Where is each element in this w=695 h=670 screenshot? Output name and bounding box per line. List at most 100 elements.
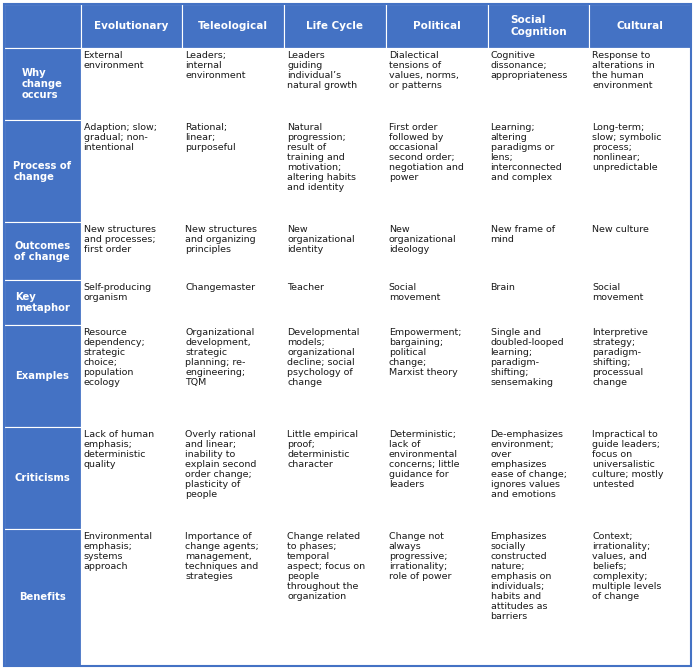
Bar (81, 281, 182, 324)
Bar (487, 48, 589, 120)
Text: Deterministic;
lack of
environmental
concerns; little
guidance for
leaders: Deterministic; lack of environmental con… (389, 429, 459, 489)
Bar (182, 281, 284, 324)
Bar (4, 120, 81, 222)
Text: Examples: Examples (15, 371, 70, 381)
Text: New frame of
mind: New frame of mind (491, 225, 555, 245)
Text: Teleological: Teleological (198, 21, 268, 31)
Text: First order
followed by
occasional
second order;
negotiation and
power: First order followed by occasional secon… (389, 123, 464, 182)
Bar (284, 222, 386, 281)
Bar (284, 48, 386, 120)
Text: Impractical to
guide leaders;
focus on
universalistic
culture; mostly
untested: Impractical to guide leaders; focus on u… (592, 429, 664, 489)
Bar (589, 120, 691, 222)
Text: Leaders;
internal
environment: Leaders; internal environment (186, 51, 246, 80)
Text: Social
Cognition: Social Cognition (510, 15, 566, 37)
Bar (81, 120, 182, 222)
Text: Resource
dependency;
strategic
choice;
population
ecology: Resource dependency; strategic choice; p… (83, 328, 145, 387)
Text: Change not
always
progressive;
irrationality;
role of power: Change not always progressive; irrationa… (389, 532, 451, 581)
Bar (589, 529, 691, 666)
Text: Benefits: Benefits (19, 592, 65, 602)
Bar (589, 48, 691, 120)
Bar (4, 529, 81, 666)
Text: New structures
and organizing
principles: New structures and organizing principles (186, 225, 257, 255)
Bar (182, 48, 284, 120)
Bar (182, 222, 284, 281)
Bar (182, 4, 284, 48)
Text: Key
metaphor: Key metaphor (15, 292, 70, 313)
Bar (284, 281, 386, 324)
Bar (386, 48, 487, 120)
Text: Adaption; slow;
gradual; non-
intentional: Adaption; slow; gradual; non- intentiona… (83, 123, 156, 152)
Bar (386, 281, 487, 324)
Bar (487, 222, 589, 281)
Bar (81, 48, 182, 120)
Text: Life Cycle: Life Cycle (306, 21, 363, 31)
Text: Natural
progression;
result of
training and
motivation;
altering habits
and iden: Natural progression; result of training … (287, 123, 356, 192)
Text: Interpretive
strategy;
paradigm-
shifting;
processual
change: Interpretive strategy; paradigm- shiftin… (592, 328, 648, 387)
Bar (4, 281, 81, 324)
Bar (386, 427, 487, 529)
Text: Emphasizes
socially
constructed
nature;
emphasis on
individuals;
habits and
atti: Emphasizes socially constructed nature; … (491, 532, 551, 621)
Bar (81, 529, 182, 666)
Text: Criticisms: Criticisms (15, 473, 70, 483)
Bar (284, 4, 386, 48)
Bar (4, 324, 81, 427)
Bar (487, 324, 589, 427)
Text: Leaders
guiding
individual’s
natural growth: Leaders guiding individual’s natural gro… (287, 51, 357, 90)
Bar (487, 529, 589, 666)
Bar (386, 120, 487, 222)
Text: Process of
change: Process of change (13, 161, 72, 182)
Text: Importance of
change agents;
management,
techniques and
strategies: Importance of change agents; management,… (186, 532, 259, 581)
Text: De-emphasizes
environment;
over
emphasizes
ease of change;
ignores values
and em: De-emphasizes environment; over emphasiz… (491, 429, 566, 499)
Text: Teacher: Teacher (287, 283, 324, 292)
Text: Rational;
linear;
purposeful: Rational; linear; purposeful (186, 123, 236, 152)
Text: Social
movement: Social movement (389, 283, 440, 302)
Bar (487, 120, 589, 222)
Text: Response to
alterations in
the human
environment: Response to alterations in the human env… (592, 51, 655, 90)
Bar (4, 4, 81, 48)
Text: Developmental
models;
organizational
decline; social
psychology of
change: Developmental models; organizational dec… (287, 328, 359, 387)
Text: Overly rational
and linear;
inability to
explain second
order change;
plasticity: Overly rational and linear; inability to… (186, 429, 256, 499)
Text: Why
change
occurs: Why change occurs (22, 68, 63, 100)
Bar (589, 427, 691, 529)
Bar (487, 4, 589, 48)
Text: New
organizational
identity: New organizational identity (287, 225, 354, 255)
Text: Little empirical
proof;
deterministic
character: Little empirical proof; deterministic ch… (287, 429, 358, 469)
Bar (386, 529, 487, 666)
Text: Context;
irrationality;
values, and
beliefs;
complexity;
multiple levels
of chan: Context; irrationality; values, and beli… (592, 532, 662, 601)
Text: Dialectical
tensions of
values, norms,
or patterns: Dialectical tensions of values, norms, o… (389, 51, 459, 90)
Text: Lack of human
emphasis;
deterministic
quality: Lack of human emphasis; deterministic qu… (83, 429, 154, 469)
Bar (589, 222, 691, 281)
Text: Social
movement: Social movement (592, 283, 644, 302)
Bar (182, 120, 284, 222)
Bar (284, 324, 386, 427)
Text: Cultural: Cultural (616, 21, 664, 31)
Bar (487, 427, 589, 529)
Bar (81, 427, 182, 529)
Bar (589, 324, 691, 427)
Bar (284, 529, 386, 666)
Text: Changemaster: Changemaster (186, 283, 256, 292)
Bar (4, 427, 81, 529)
Bar (182, 324, 284, 427)
Bar (386, 324, 487, 427)
Text: External
environment: External environment (83, 51, 144, 70)
Bar (386, 222, 487, 281)
Text: Outcomes
of change: Outcomes of change (14, 241, 70, 262)
Bar (4, 222, 81, 281)
Bar (386, 4, 487, 48)
Bar (81, 324, 182, 427)
Text: Cognitive
dissonance;
appropriateness: Cognitive dissonance; appropriateness (491, 51, 568, 80)
Bar (4, 48, 81, 120)
Text: Single and
doubled-looped
learning;
paradigm-
shifting;
sensemaking: Single and doubled-looped learning; para… (491, 328, 564, 387)
Text: Learning;
altering
paradigms or
lens;
interconnected
and complex: Learning; altering paradigms or lens; in… (491, 123, 562, 182)
Text: New
organizational
ideology: New organizational ideology (389, 225, 457, 255)
Text: Long-term;
slow; symbolic
process;
nonlinear;
unpredictable: Long-term; slow; symbolic process; nonli… (592, 123, 662, 172)
Text: Change related
to phases;
temporal
aspect; focus on
people
throughout the
organi: Change related to phases; temporal aspec… (287, 532, 365, 601)
Bar (81, 4, 182, 48)
Text: Evolutionary: Evolutionary (95, 21, 169, 31)
Bar (81, 222, 182, 281)
Bar (284, 427, 386, 529)
Text: Political: Political (413, 21, 461, 31)
Bar (589, 281, 691, 324)
Text: New structures
and processes;
first order: New structures and processes; first orde… (83, 225, 156, 255)
